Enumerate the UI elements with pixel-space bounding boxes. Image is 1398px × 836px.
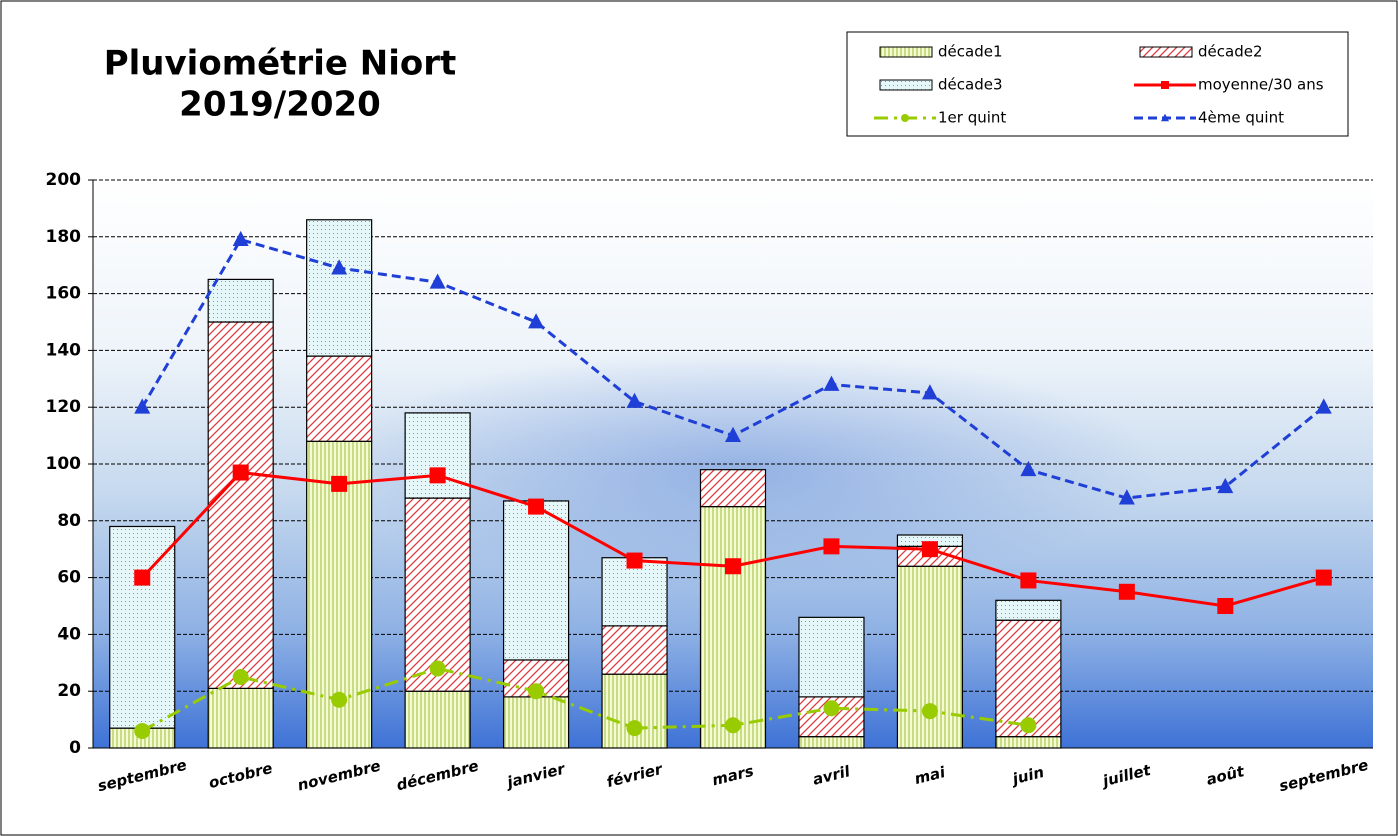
legend-marker (901, 114, 909, 122)
bar-segment (602, 626, 667, 674)
y-tick-label: 200 (46, 170, 82, 190)
legend-swatch (880, 80, 932, 90)
line-marker (1119, 584, 1135, 600)
bar-segment (701, 507, 766, 748)
legend-label: décade1 (938, 43, 1002, 61)
chart: Pluviométrie Niort 2019/2020 0 20 40 60 80 10… (0, 0, 1398, 836)
y-tick-label: 160 (46, 284, 82, 304)
legend-marker (1161, 81, 1169, 89)
line-marker (134, 723, 150, 739)
chart-title: 2019/2020 (179, 85, 381, 125)
bar-segment (897, 566, 962, 748)
bar-segment (307, 356, 372, 441)
y-tick-label: 0 (69, 738, 81, 758)
bar-segment (996, 600, 1061, 620)
line-marker (430, 660, 446, 676)
page: Pluviométrie Niort 2019/2020 0 20 40 60 80 10… (0, 0, 1398, 836)
line-marker (528, 683, 544, 699)
legend-label: moyenne/30 ans (1198, 76, 1324, 94)
y-tick-label: 140 (46, 340, 82, 360)
line-marker (627, 720, 643, 736)
y-tick-label: 100 (46, 454, 82, 474)
legend-label: 4ème quint (1198, 109, 1284, 127)
legend-label: décade2 (1198, 43, 1262, 61)
legend-label: décade3 (938, 76, 1002, 94)
line-marker (725, 558, 741, 574)
line-marker (1316, 570, 1332, 586)
bar-segment (799, 737, 864, 748)
line-marker (922, 703, 938, 719)
line-marker (823, 700, 839, 716)
y-tick-label: 60 (57, 568, 81, 588)
legend-label: 1er quint (938, 109, 1006, 127)
bar-segment (504, 697, 569, 748)
line-marker (1217, 598, 1233, 614)
legend-swatch (1140, 47, 1192, 57)
legend-swatch (880, 47, 932, 57)
line-marker (1020, 572, 1036, 588)
line-marker (233, 669, 249, 685)
line-marker (823, 538, 839, 554)
y-tick-label: 120 (46, 397, 82, 417)
line-marker (1020, 717, 1036, 733)
bar-segment (110, 526, 175, 728)
bar-segment (701, 470, 766, 507)
bar-segment (208, 279, 273, 322)
bar-segment (405, 413, 470, 498)
line-marker (331, 692, 347, 708)
line-marker (627, 553, 643, 569)
line-marker (430, 467, 446, 483)
line-marker (134, 570, 150, 586)
bar-segment (405, 691, 470, 748)
bar-segment (504, 501, 569, 660)
bar-segment (602, 674, 667, 748)
line-marker (922, 541, 938, 557)
y-tick-label: 180 (46, 227, 82, 247)
bar-segment (307, 220, 372, 356)
y-tick-label: 20 (57, 681, 81, 701)
line-marker (233, 465, 249, 481)
line-marker (331, 476, 347, 492)
y-tick-label: 80 (57, 511, 81, 531)
chart-title: Pluviométrie Niort (104, 44, 457, 84)
line-marker (528, 499, 544, 515)
line-marker (725, 717, 741, 733)
bar-segment (208, 322, 273, 688)
bar-segment (799, 617, 864, 697)
bar-segment (208, 688, 273, 748)
y-tick-label: 40 (57, 624, 81, 644)
bar-segment (996, 737, 1061, 748)
